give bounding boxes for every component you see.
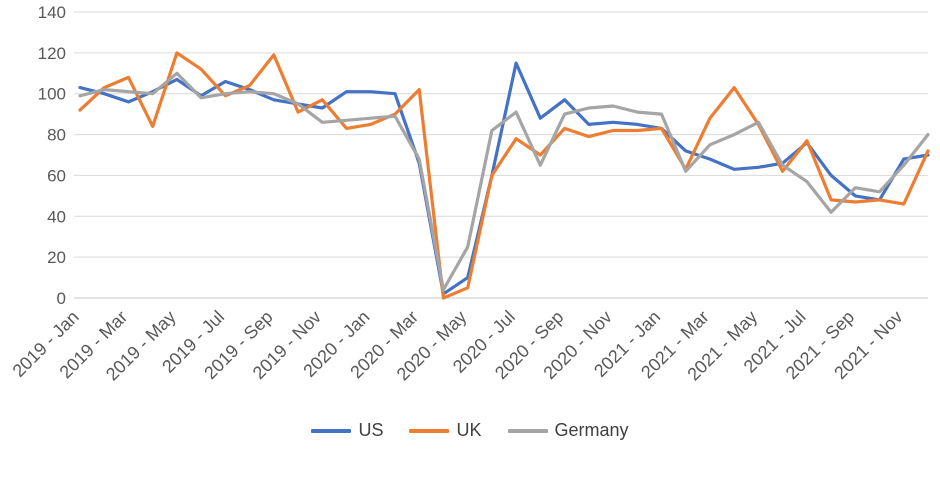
- y-axis-tick-label: 80: [47, 126, 66, 145]
- legend-item-germany: Germany: [507, 420, 629, 441]
- legend-swatch-us-icon: [311, 428, 352, 433]
- legend-label-us: US: [358, 420, 384, 440]
- legend-swatch-uk-icon: [409, 428, 450, 433]
- y-axis-tick-label: 120: [38, 44, 66, 63]
- y-axis-tick-label: 40: [47, 207, 66, 226]
- y-axis-tick-label: 140: [38, 3, 66, 22]
- y-axis-tick-label: 0: [57, 289, 66, 308]
- legend-label-uk: UK: [456, 420, 482, 440]
- y-axis-tick-label: 60: [47, 166, 66, 185]
- y-axis-tick-label: 100: [38, 85, 66, 104]
- series-line-germany: [78, 71, 930, 292]
- legend-label-germany: Germany: [554, 420, 629, 440]
- series-line-us: [78, 61, 930, 296]
- legend-item-uk: UK: [409, 420, 482, 441]
- y-axis-tick-label: 20: [47, 248, 66, 267]
- chart-legend: US UK Germany: [0, 420, 940, 441]
- legend-item-us: US: [311, 420, 383, 441]
- legend-swatch-germany-icon: [507, 428, 548, 433]
